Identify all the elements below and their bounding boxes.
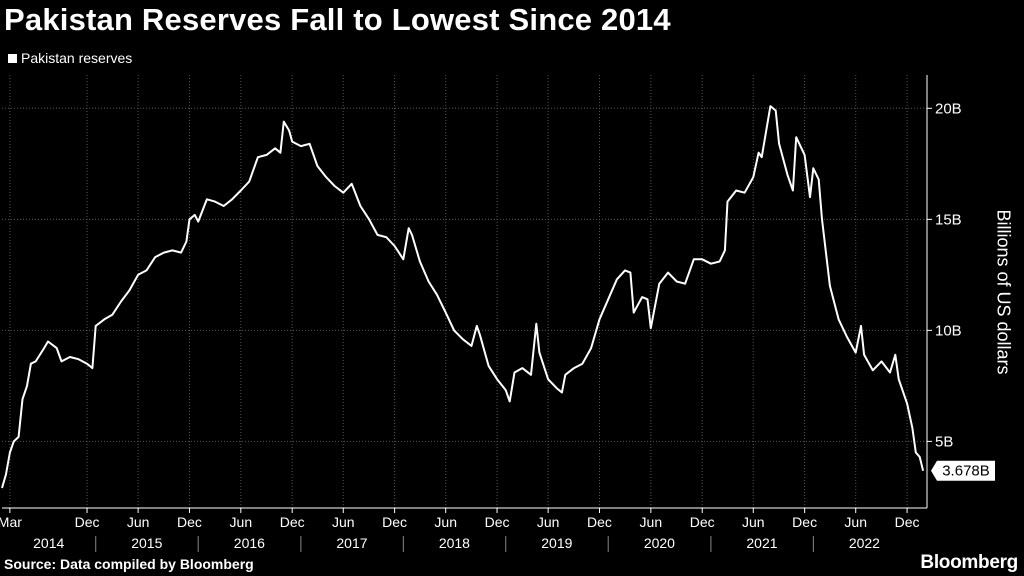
last-value-box: [931, 460, 995, 481]
last-value-callout: 3.678B: [931, 460, 995, 481]
x-tick-label: Dec: [382, 514, 407, 530]
year-label: 2015: [131, 535, 162, 551]
x-tick-label: Jun: [332, 514, 355, 530]
y-tick-label: 20B: [935, 100, 962, 117]
legend-swatch: [8, 53, 17, 63]
x-tick-label: Dec: [280, 514, 305, 530]
last-value-label: 3.678B: [942, 463, 990, 480]
year-label: 2018: [439, 535, 470, 551]
x-tick-label: Jun: [434, 514, 457, 530]
y-tick-label: 15B: [935, 211, 962, 228]
x-tick-label: Jun: [127, 514, 150, 530]
x-tick-label: Dec: [177, 514, 202, 530]
year-label: 2020: [644, 535, 675, 551]
series-layer: [1, 105, 925, 489]
source-note: Source: Data compiled by Bloomberg: [4, 556, 254, 572]
x-tick-label: Dec: [75, 514, 100, 530]
x-tick-label: Dec: [485, 514, 510, 530]
x-tick-label: Jun: [742, 514, 765, 530]
x-tick-label: Dec: [690, 514, 715, 530]
year-label: 2014: [33, 535, 64, 551]
axes: [2, 75, 932, 552]
legend: Pakistan reserves: [8, 50, 132, 66]
x-tick-label: Dec: [792, 514, 817, 530]
labels: 5B 10B 15B 20B Mar Dec Jun Dec Jun Dec Jun Dec Jun De…: [0, 100, 995, 551]
x-tick-label: Jun: [537, 514, 560, 530]
x-tick-label: Jun: [844, 514, 867, 530]
chart-title: Pakistan Reserves Fall to Lowest Since 2…: [4, 2, 671, 37]
year-label: 2022: [849, 535, 880, 551]
year-label: 2016: [234, 535, 265, 551]
y-axis-title: Billions of US dollars: [993, 209, 1014, 375]
y-tick-label: 10B: [935, 322, 962, 339]
brand-logo: Bloomberg: [920, 552, 1018, 573]
x-tick-label: Dec: [895, 514, 920, 530]
year-label: 2021: [746, 535, 777, 551]
grid-lines: [2, 75, 927, 508]
year-label: 2017: [336, 535, 367, 551]
year-label: 2019: [541, 535, 572, 551]
y-tick-label: 5B: [935, 433, 953, 450]
legend-label: Pakistan reserves: [21, 50, 133, 66]
x-tick-label: Dec: [587, 514, 612, 530]
x-tick-label: Jun: [230, 514, 253, 530]
x-tick-label: Jun: [640, 514, 663, 530]
x-tick-label: Mar: [0, 514, 22, 530]
series-line: [1, 105, 925, 489]
